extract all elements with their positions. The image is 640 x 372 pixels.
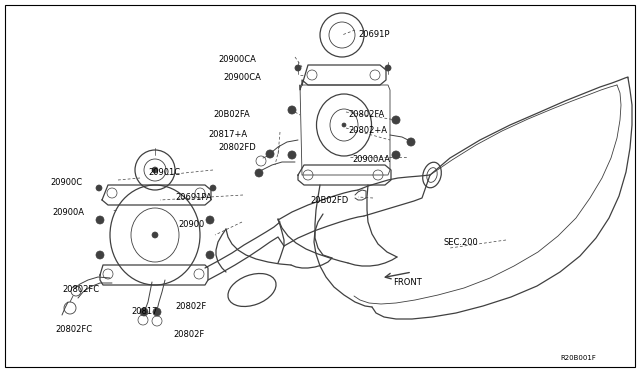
Circle shape: [96, 251, 104, 259]
Text: 20B02FA: 20B02FA: [213, 110, 250, 119]
Circle shape: [288, 151, 296, 159]
Text: 20817: 20817: [131, 307, 157, 316]
Text: 20802+A: 20802+A: [348, 126, 387, 135]
Circle shape: [255, 169, 263, 177]
Text: 20900AA: 20900AA: [352, 155, 390, 164]
Text: 20802FC: 20802FC: [55, 325, 92, 334]
Circle shape: [96, 216, 104, 224]
Circle shape: [153, 308, 161, 316]
Circle shape: [407, 138, 415, 146]
Circle shape: [342, 123, 346, 127]
Text: 20802FA: 20802FA: [348, 110, 384, 119]
Circle shape: [392, 151, 400, 159]
Text: 20900CA: 20900CA: [218, 55, 256, 64]
Text: 20900A: 20900A: [52, 208, 84, 217]
Circle shape: [96, 185, 102, 191]
Circle shape: [385, 65, 391, 71]
Circle shape: [288, 106, 296, 114]
Text: 20691P: 20691P: [358, 30, 390, 39]
Text: 20802FC: 20802FC: [62, 285, 99, 294]
Circle shape: [295, 65, 301, 71]
Text: 20691PA: 20691PA: [175, 193, 212, 202]
Circle shape: [140, 308, 148, 316]
Text: 20802F: 20802F: [173, 330, 204, 339]
Text: SEC.200: SEC.200: [444, 238, 479, 247]
Circle shape: [210, 185, 216, 191]
Circle shape: [392, 116, 400, 124]
Text: 20802F: 20802F: [175, 302, 206, 311]
Text: 20901C: 20901C: [148, 168, 180, 177]
Text: FRONT: FRONT: [393, 278, 422, 287]
Text: 20B02FD: 20B02FD: [310, 196, 348, 205]
Text: 20802FD: 20802FD: [218, 143, 256, 152]
Circle shape: [152, 232, 158, 238]
Text: 20900: 20900: [178, 220, 204, 229]
Text: 20900C: 20900C: [50, 178, 82, 187]
Circle shape: [152, 167, 158, 173]
Text: R20B001F: R20B001F: [560, 355, 596, 361]
Text: 20900CA: 20900CA: [223, 73, 261, 82]
Circle shape: [206, 216, 214, 224]
Circle shape: [206, 251, 214, 259]
Text: 20817+A: 20817+A: [208, 130, 247, 139]
Circle shape: [266, 150, 274, 158]
